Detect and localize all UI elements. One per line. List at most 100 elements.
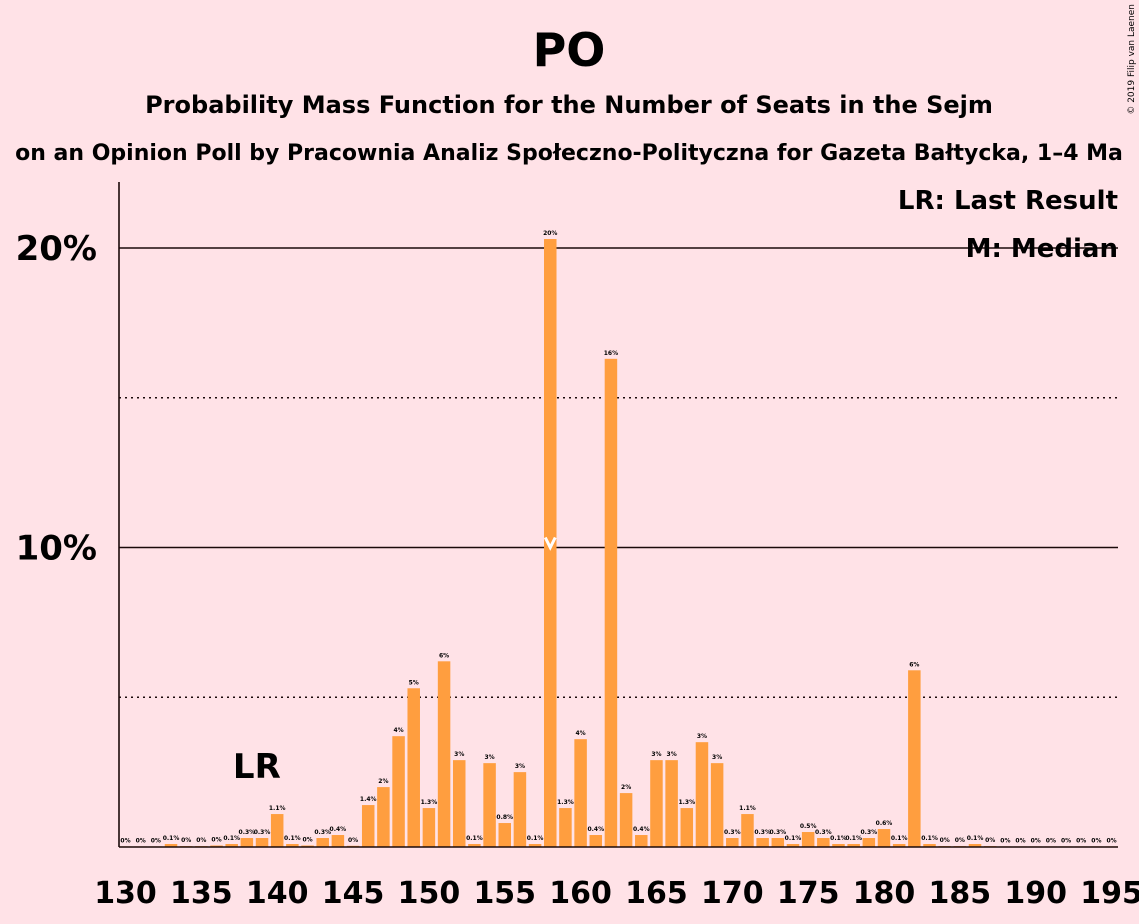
bar-167 <box>680 808 694 847</box>
bar-label-185: 0% <box>955 837 965 844</box>
bar-label-136: 0% <box>211 837 221 844</box>
x-tick-180: 180 <box>853 876 916 911</box>
bar-label-165: 3% <box>651 751 661 758</box>
bar-label-187: 0% <box>985 837 995 844</box>
x-tick-195: 195 <box>1080 876 1139 911</box>
bar-label-189: 0% <box>1015 837 1025 844</box>
bars-group <box>119 239 1118 847</box>
bar-label-160: 4% <box>576 730 586 737</box>
bar-label-139: 0.3% <box>254 829 271 836</box>
bar-label-176: 0.3% <box>815 829 832 836</box>
bar-140 <box>270 814 284 847</box>
x-tick-175: 175 <box>777 876 840 911</box>
bar-label-190: 0% <box>1031 837 1041 844</box>
bar-label-133: 0.1% <box>163 835 180 842</box>
copyright-note: © 2019 Filip van Laenen <box>1127 4 1137 115</box>
x-tick-150: 150 <box>398 876 461 911</box>
bar-label-146: 1.4% <box>360 796 377 803</box>
axes <box>118 182 1118 848</box>
bar-161 <box>589 835 603 847</box>
bar-148 <box>392 736 405 847</box>
bar-label-131: 0% <box>136 837 146 844</box>
bar-175 <box>801 832 815 847</box>
x-tick-labels: 130 135 140 145 150 155 160 165 170 175 180 185 190 1… <box>94 876 1139 911</box>
y-tick-labels: 10% 20% <box>16 229 97 569</box>
bar-180 <box>877 829 891 847</box>
x-tick-155: 155 <box>473 876 536 911</box>
bar-172 <box>756 838 769 847</box>
legend-last-result: LR: Last Result <box>898 186 1118 216</box>
bar-label-163: 2% <box>621 784 631 791</box>
bar-179 <box>862 838 876 847</box>
y-tick-20: 20% <box>16 229 97 269</box>
bar-label-138: 0.3% <box>239 829 256 836</box>
bar-183 <box>923 844 936 847</box>
bar-label-194: 0% <box>1091 837 1101 844</box>
bar-173 <box>771 838 785 847</box>
bar-label-183: 0.1% <box>921 835 938 842</box>
bar-169 <box>710 763 724 847</box>
bar-174 <box>786 844 800 847</box>
y-tick-10: 10% <box>16 529 97 569</box>
bar-label-186: 0.1% <box>967 835 984 842</box>
bar-153 <box>468 844 481 847</box>
x-tick-140: 140 <box>246 876 309 911</box>
bar-158 <box>544 239 557 847</box>
bar-159 <box>559 808 572 847</box>
bar-160 <box>574 739 587 847</box>
bar-label-130: 0% <box>120 837 130 844</box>
bar-label-135: 0% <box>196 837 206 844</box>
bar-label-182: 6% <box>909 661 919 668</box>
bar-label-164: 0.4% <box>633 826 650 833</box>
x-tick-160: 160 <box>549 876 612 911</box>
bar-label-191: 0% <box>1046 837 1056 844</box>
bar-label-155: 0.8% <box>496 814 513 821</box>
bar-157 <box>528 844 542 847</box>
last-result-marker: LR <box>233 747 281 787</box>
bar-186 <box>968 844 982 847</box>
bar-141 <box>286 844 299 847</box>
legend-median: M: Median <box>966 234 1118 264</box>
bar-149 <box>407 688 420 847</box>
bar-label-140: 1.1% <box>269 805 286 812</box>
bar-label-166: 3% <box>667 751 677 758</box>
bar-label-169: 3% <box>712 754 722 761</box>
bar-label-170: 0.3% <box>724 829 741 836</box>
bar-label-167: 1.3% <box>678 799 695 806</box>
chart-title: PO <box>533 23 606 77</box>
bar-label-147: 2% <box>378 778 388 785</box>
bar-178 <box>847 844 860 847</box>
bar-label-145: 0% <box>348 837 358 844</box>
bar-163 <box>619 793 633 847</box>
bar-label-159: 1.3% <box>557 799 574 806</box>
bar-label-132: 0% <box>151 837 161 844</box>
bar-label-156: 3% <box>515 763 525 770</box>
median-marker <box>543 536 557 551</box>
bar-166 <box>665 760 678 847</box>
bar-label-192: 0% <box>1061 837 1071 844</box>
bar-165 <box>650 760 663 847</box>
bar-176 <box>817 838 830 847</box>
bar-label-148: 4% <box>393 727 403 734</box>
bar-152 <box>452 760 466 847</box>
bar-label-144: 0.4% <box>330 826 347 833</box>
bar-171 <box>741 814 754 847</box>
bar-label-195: 0% <box>1106 837 1116 844</box>
bar-label-179: 0.3% <box>861 829 878 836</box>
bar-168 <box>695 742 709 847</box>
bar-162 <box>604 358 618 847</box>
bar-label-154: 3% <box>484 754 494 761</box>
bar-label-151: 6% <box>439 652 449 659</box>
chart-source: on an Opinion Poll by Pracownia Analiz S… <box>15 141 1123 166</box>
bar-label-171: 1.1% <box>739 805 756 812</box>
bar-label-162: 16% <box>604 350 618 357</box>
bar-164 <box>635 835 648 847</box>
bar-label-175: 0.5% <box>800 823 817 830</box>
bar-147 <box>377 787 390 847</box>
bar-170 <box>726 838 739 847</box>
x-tick-170: 170 <box>701 876 764 911</box>
bar-label-188: 0% <box>1000 837 1010 844</box>
bar-label-157: 0.1% <box>527 835 544 842</box>
bar-label-178: 0.1% <box>845 835 862 842</box>
